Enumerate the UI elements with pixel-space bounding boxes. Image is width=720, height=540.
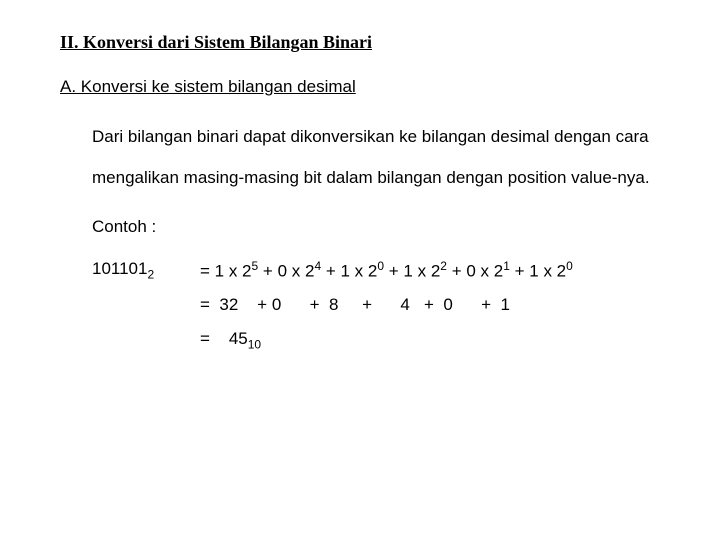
expansion-line-1: = 1 x 25 + 0 x 24 + 1 x 20 + 1 x 22 + 0 … [200,259,573,282]
expansion-line-2: = 32 + 0 + 8 + 4 + 0 + 1 [200,295,510,315]
equation-row-2: = 32 + 0 + 8 + 4 + 0 + 1 [92,295,660,315]
document-page: II. Konversi dari Sistem Bilangan Binari… [0,0,720,352]
paragraph-text: Dari bilangan binari dapat dikonversikan… [92,117,660,199]
equation-row-1: 1011012 = 1 x 25 + 0 x 24 + 1 x 20 + 1 x… [92,259,660,282]
example-label: Contoh : [92,217,660,237]
result-line: = 4510 [200,329,261,351]
example-number: 1011012 [92,259,200,282]
subsection-title: A. Konversi ke sistem bilangan desimal [60,77,660,97]
result-base: 10 [248,338,261,352]
equation-row-3: = 4510 [92,329,660,351]
section-title: II. Konversi dari Sistem Bilangan Binari [60,32,660,53]
base-subscript: 2 [147,267,154,281]
binary-value: 101101 [92,259,147,278]
